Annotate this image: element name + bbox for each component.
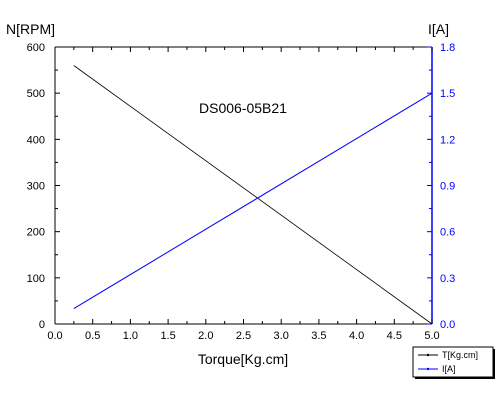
legend-marker-current [426, 367, 430, 371]
y-left-axis: 0 100 200 300 400 500 600 [27, 42, 60, 331]
y-right-tick-label: 1.5 [440, 88, 455, 100]
legend-label-torque: T[Kg.cm] [442, 350, 478, 360]
x-tick-label: 1.5 [160, 330, 175, 342]
series-lines [73, 65, 433, 325]
x-tick-label: 5.0 [424, 330, 439, 342]
legend-marker-torque [426, 353, 430, 357]
x-tick-label: 3.0 [274, 330, 289, 342]
x-tick-label: 1.0 [123, 330, 138, 342]
y-right-tick-label: 0.9 [440, 181, 455, 193]
x-tick-label: 2.0 [198, 330, 213, 342]
plot-area [54, 46, 433, 325]
x-tick-label: 2.5 [236, 330, 251, 342]
y-left-tick-label: 200 [27, 227, 45, 239]
x-tick-label: 3.5 [311, 330, 326, 342]
y-left-tick-label: 100 [27, 273, 45, 285]
series-line-current [73, 92, 433, 310]
chart-title: DS006-05B21 [199, 100, 287, 116]
x-tick-label: 0.0 [47, 330, 62, 342]
y-right-axis: 0.0 0.3 0.6 0.9 1.2 1.5 1.8 [427, 42, 455, 331]
x-tick-label: 4.0 [349, 330, 364, 342]
x-axis: 0.0 0.5 1.0 1.5 2.0 2.5 3.0 3.5 4.0 4.5 5.0 [47, 47, 440, 342]
y-left-tick-label: 0 [39, 319, 45, 331]
y-right-tick-label: 1.8 [440, 42, 455, 54]
legend-label-current: I[A] [442, 364, 456, 374]
y-right-tick-label: 0.6 [440, 227, 455, 239]
legend: T[Kg.cm] I[A] [412, 346, 495, 379]
x-tick-label: 0.5 [85, 330, 100, 342]
y-right-tick-label: 0.0 [440, 319, 455, 331]
y-left-tick-label: 300 [27, 181, 45, 193]
x-axis-label: Torque[Kg.cm] [198, 351, 288, 367]
y-left-tick-label: 400 [27, 134, 45, 146]
y-left-axis-label: N[RPM] [6, 21, 55, 37]
y-left-tick-label: 500 [27, 88, 45, 100]
series-line-torque [73, 65, 433, 325]
y-left-tick-label: 600 [27, 42, 45, 54]
y-right-axis-label: I[A] [428, 21, 449, 37]
x-tick-label: 4.5 [387, 330, 402, 342]
legend-box [412, 346, 494, 378]
y-right-tick-label: 1.2 [440, 134, 455, 146]
y-right-tick-label: 0.3 [440, 273, 455, 285]
